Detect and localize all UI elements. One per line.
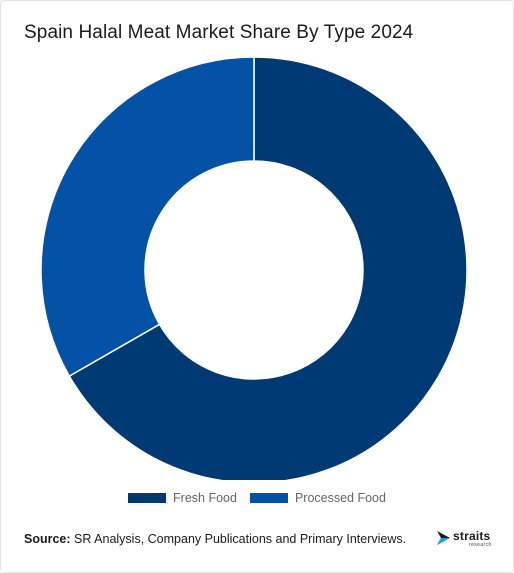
legend-swatch: [249, 493, 288, 503]
straits-arrow-icon: [437, 531, 450, 545]
source-text: SR Analysis, Company Publications and Pr…: [70, 532, 407, 546]
chart-legend: Fresh Food Processed Food: [0, 491, 514, 505]
source-label: Source:: [24, 532, 71, 546]
logo-subtext: research: [469, 542, 492, 548]
chart-title: Spain Halal Meat Market Share By Type 20…: [24, 22, 414, 43]
logo-wordmark: straits: [453, 529, 491, 543]
legend-label: Fresh Food: [173, 491, 237, 505]
donut-slice-fresh-food[interactable]: [68, 56, 468, 480]
straits-research-logo: straits research: [436, 528, 496, 550]
legend-label: Processed Food: [294, 491, 386, 505]
legend-swatch: [128, 493, 167, 503]
donut-slice-processed-food[interactable]: [40, 56, 255, 378]
source-note: Source: SR Analysis, Company Publication…: [24, 532, 406, 546]
legend-item-fresh-food[interactable]: Fresh Food: [128, 491, 237, 505]
donut-chart: [40, 56, 468, 480]
legend-item-processed-food[interactable]: Processed Food: [249, 491, 386, 505]
